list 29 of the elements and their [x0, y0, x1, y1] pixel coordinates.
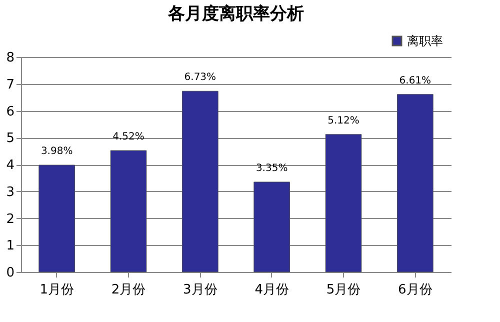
data-label: 5.12% [328, 115, 360, 126]
y-tick-label: 4 [6, 158, 14, 173]
y-tick-label: 7 [6, 77, 14, 92]
y-tick-label: 0 [6, 266, 14, 280]
data-label: 3.35% [256, 162, 288, 174]
chart-title: 各月度离职率分析 [167, 4, 304, 24]
y-tick-label: 8 [6, 50, 14, 66]
legend-label: 离职率 [407, 34, 443, 48]
y-tick-label: 1 [6, 238, 14, 254]
y-tick-label: 2 [6, 212, 14, 227]
x-tick-label: 4月份 [254, 282, 289, 298]
x-tick-label: 1月份 [40, 282, 74, 298]
x-tick-label: 6月份 [398, 282, 432, 298]
bar [182, 90, 218, 272]
data-label: 3.98% [40, 146, 73, 158]
x-tick-label: 2月份 [111, 282, 146, 298]
data-label: 6.61% [399, 75, 432, 86]
y-tick-label: 3 [6, 184, 14, 200]
y-tick-label: 6 [6, 104, 14, 120]
data-label: 6.73% [184, 72, 216, 84]
bar [254, 182, 290, 272]
x-tick-label: 3月份 [183, 282, 218, 298]
bar [38, 164, 75, 272]
bar [110, 150, 147, 272]
y-tick-label: 5 [6, 131, 14, 146]
x-tick-label: 5月份 [326, 282, 361, 298]
bar [397, 94, 434, 272]
bar [325, 134, 362, 272]
data-label: 4.52% [112, 132, 144, 143]
